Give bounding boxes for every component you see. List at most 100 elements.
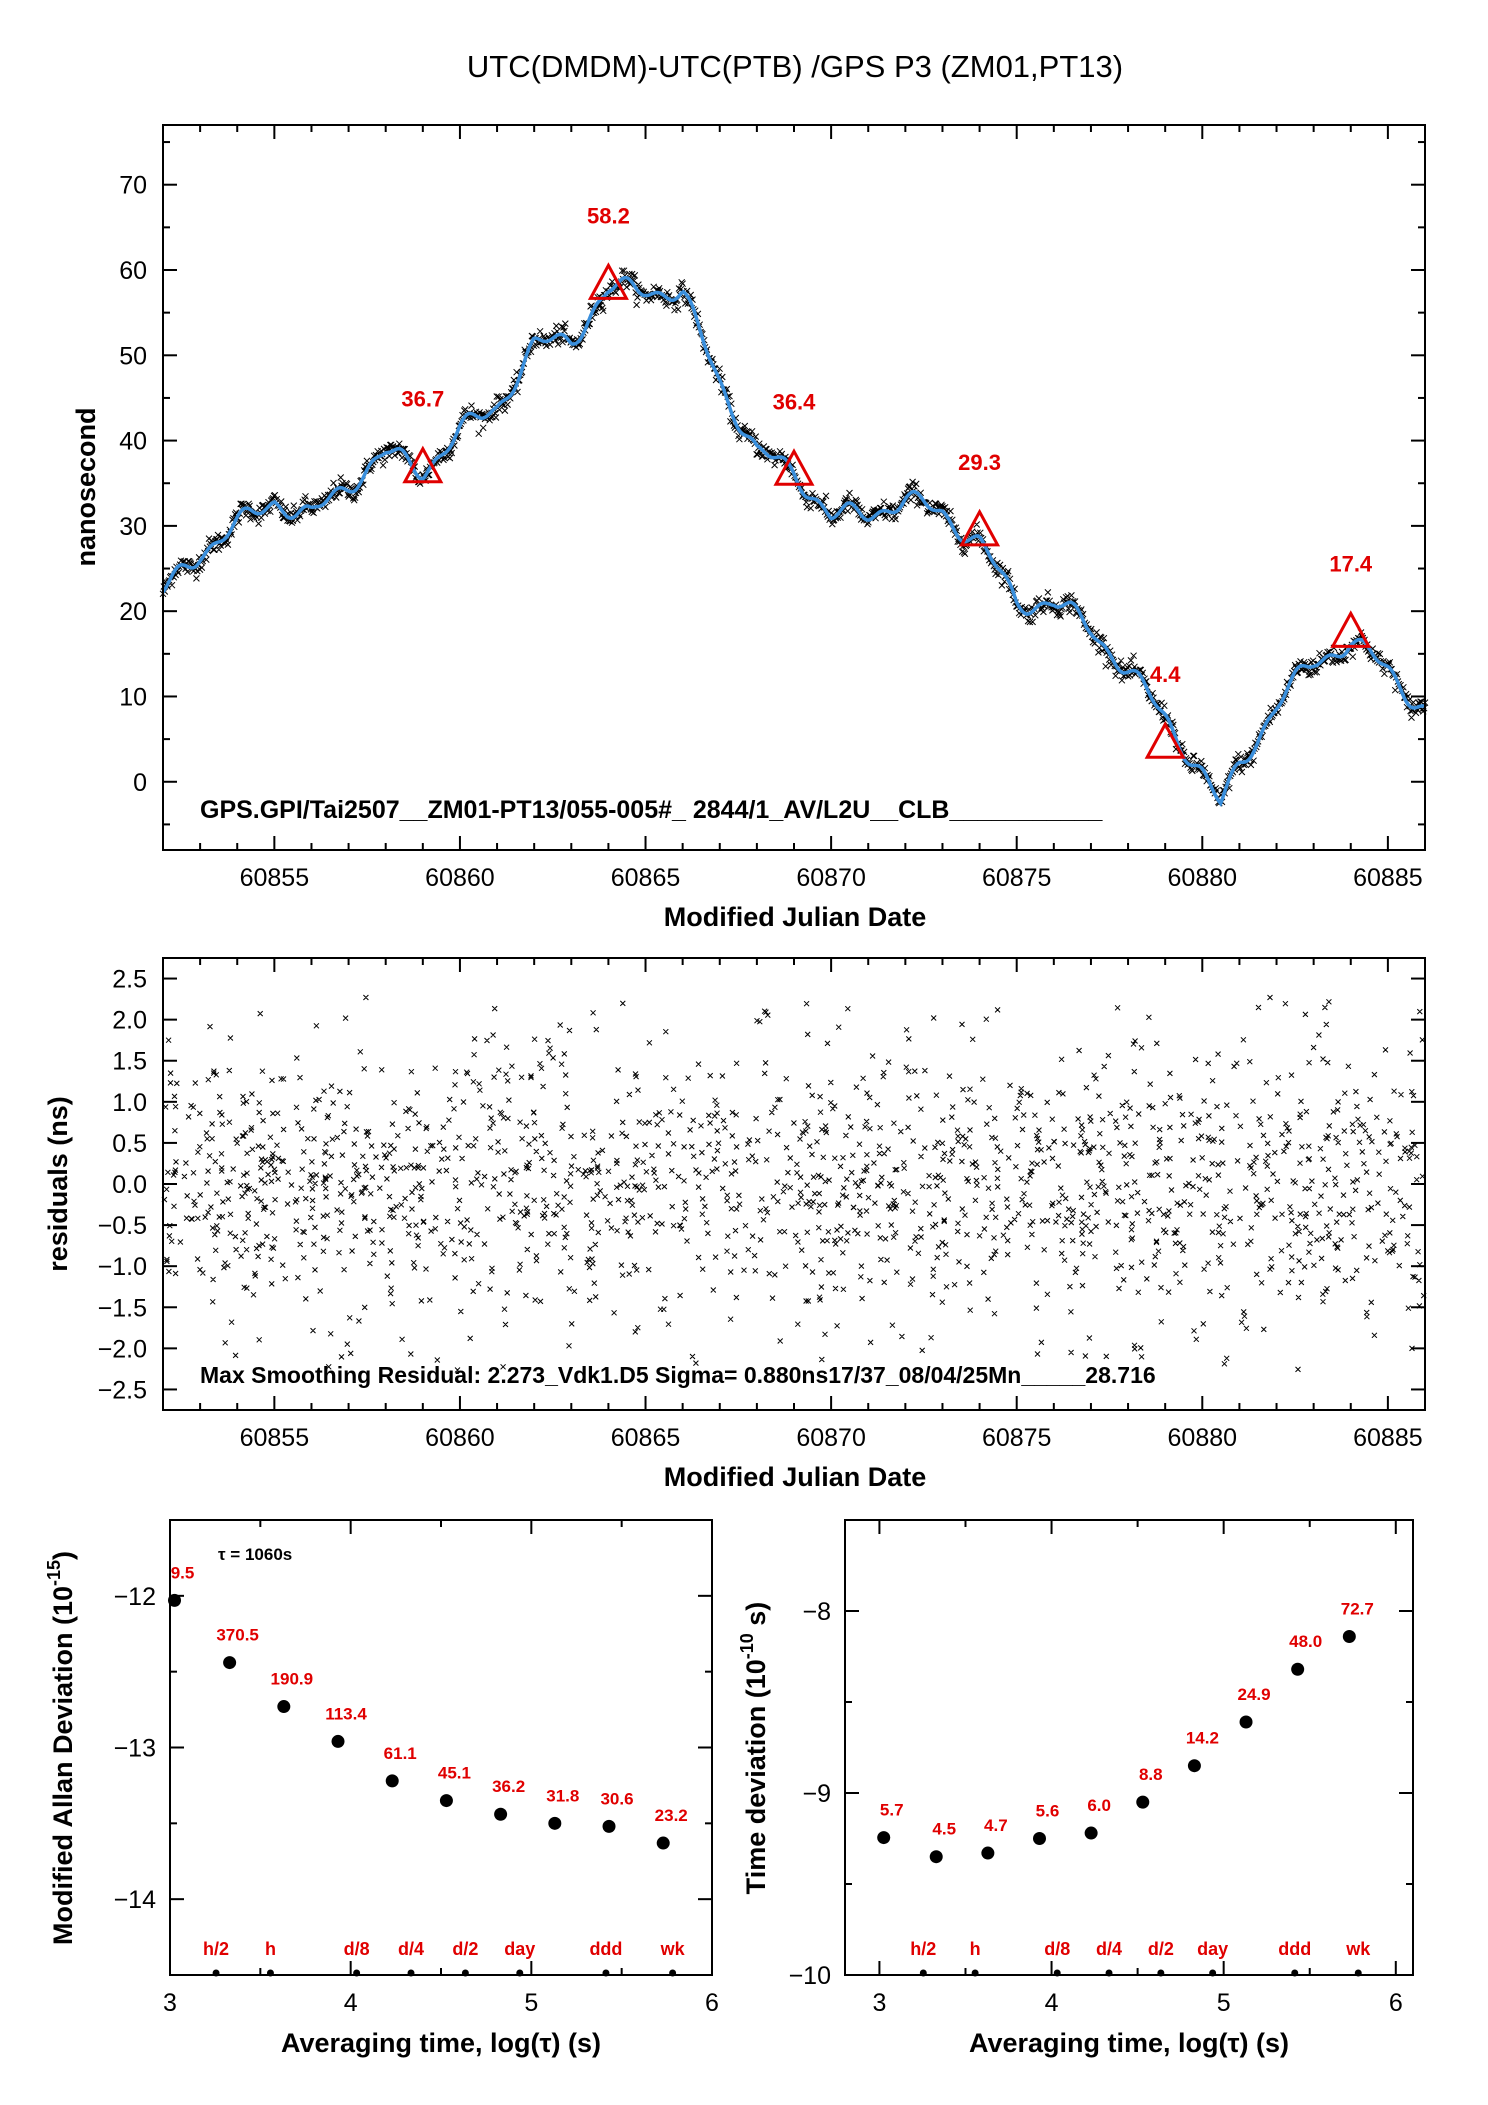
mdev-marker-dot	[461, 1969, 469, 1977]
mdev-x-tick-label: 6	[705, 1989, 719, 2017]
tdev-x-tick-label: 6	[1389, 1989, 1403, 2017]
mdev-marker-dot	[212, 1969, 220, 1977]
mdev-marker-dot	[407, 1969, 415, 1977]
mdev-marker-dot	[266, 1969, 274, 1977]
mdev-marker-label: day	[504, 1939, 535, 1959]
mdev-point	[168, 1593, 182, 1607]
mdev-x-tick-label: 4	[344, 1989, 358, 2017]
mdev-point-label: 23.2	[655, 1806, 688, 1825]
triangle-marker	[773, 448, 815, 486]
tdev-marker-label: h	[970, 1939, 981, 1959]
residuals-frame	[162, 957, 1426, 1411]
mdev-ylabel-exp: -15	[44, 1560, 64, 1586]
y-tick-label: 20	[119, 598, 147, 626]
mdev-marker-dot	[516, 1969, 524, 1977]
mdev-point-label: 61.1	[384, 1744, 417, 1763]
mdev-point	[602, 1819, 616, 1833]
chart-title: UTC(DMDM)-UTC(PTB) /GPS P3 (ZM01,PT13)	[467, 49, 1123, 84]
y-tick-label: 1.5	[112, 1048, 147, 1076]
mdev-marker-label: wk	[660, 1939, 686, 1959]
measurement-crosses	[159, 267, 1429, 807]
tdev-marker-label: wk	[1345, 1939, 1371, 1959]
mdev-point	[439, 1794, 453, 1808]
tdev-marker-dot	[1157, 1969, 1165, 1977]
x-tick-label: 60885	[1353, 864, 1423, 892]
tdev-marker-dot	[1105, 1969, 1113, 1977]
residuals-panel: 60855 60860 60865 60870 60875 60880 60885 −2.5 −…	[43, 957, 1427, 1492]
residuals-annotation: Max Smoothing Residual: 2.273_Vdk1.D5 Si…	[200, 1362, 1156, 1388]
mdev-ylabel-main: Modified Allan Deviation (10	[48, 1586, 78, 1945]
tdev-point-label: 48.0	[1289, 1632, 1322, 1651]
tdev-xlabel: Averaging time, log(τ) (s)	[969, 2028, 1289, 2058]
y-tick-label: 2.5	[112, 966, 147, 994]
mdev-point-label: 31.8	[546, 1786, 579, 1805]
y-tick-label: 0	[133, 769, 147, 797]
mdev-marker-label: h/2	[203, 1939, 229, 1959]
y-tick-label: 50	[119, 342, 147, 370]
y-tick-label: 0.5	[112, 1130, 147, 1158]
tdev-point-label: 4.5	[932, 1820, 956, 1839]
mdev-point-label: 45.1	[438, 1764, 471, 1783]
mdev-axes: 3 4 5 6 −14 −13 −12	[114, 1519, 719, 2017]
mdev-xlabel: Averaging time, log(τ) (s)	[281, 2028, 601, 2058]
mdev-marker-label: h	[265, 1939, 276, 1959]
tdev-panel: 3 4 5 6 −10 −9 −8 5.7 4.5 4.7 5.6 6.0 8.8 14.2 24.9 48…	[737, 1519, 1414, 2058]
x-tick-label: 60865	[611, 864, 681, 892]
mdev-point-label: 30.6	[600, 1789, 633, 1808]
mdev-ylabel-end: )	[48, 1551, 78, 1560]
mdev-marker-label: ddd	[589, 1939, 622, 1959]
mdev-marker-dot	[669, 1969, 677, 1977]
tdev-marker-dot	[1053, 1969, 1061, 1977]
x-tick-label: 60870	[796, 864, 866, 892]
mdev-point	[548, 1816, 562, 1830]
tdev-marker-label: d/8	[1044, 1939, 1070, 1959]
tdev-point	[1291, 1662, 1305, 1676]
tdev-point-label: 4.7	[984, 1816, 1008, 1835]
timeseries-plot-area: 36.7 58.2 36.4 29.3 4.4 17.4	[159, 203, 1429, 807]
y-tick-label: 1.0	[112, 1089, 147, 1117]
tdev-marker-dot	[1354, 1969, 1362, 1977]
y-tick-label: 0.0	[112, 1171, 147, 1199]
y-tick-label: 60	[119, 257, 147, 285]
mdev-point-label: 370.5	[216, 1626, 259, 1645]
tdev-point	[929, 1850, 943, 1864]
y-tick-label: −1.0	[98, 1253, 147, 1281]
mdev-marker-label: d/4	[398, 1939, 424, 1959]
x-tick-label: 60860	[425, 1424, 495, 1452]
tdev-plot-area: 5.7 4.5 4.7 5.6 6.0 8.8 14.2 24.9 48.0 72.7 h/2 h d/…	[877, 1599, 1374, 1977]
tdev-point-label: 6.0	[1087, 1796, 1111, 1815]
y-tick-label: −1.5	[98, 1294, 147, 1322]
residuals-xlabel: Modified Julian Date	[664, 1462, 927, 1492]
y-tick-label: −0.5	[98, 1212, 147, 1240]
mdev-marker-label: d/2	[452, 1939, 478, 1959]
tdev-marker-label: d/2	[1148, 1939, 1174, 1959]
mdev-point	[277, 1700, 291, 1714]
mdev-ylabel: Modified Allan Deviation (10-15)	[44, 1551, 78, 1945]
triangle-marker	[402, 445, 444, 484]
mdev-point	[223, 1656, 237, 1670]
y-tick-label: 2.0	[112, 1007, 147, 1035]
residuals-axes: 60855 60860 60865 60870 60875 60880 60885 −2.5 −…	[98, 958, 1426, 1452]
mdev-y-tick-label: −13	[114, 1735, 156, 1763]
tdev-frame	[844, 1519, 1414, 1976]
timeseries-panel: 36.758.236.429.34.417.4 60855 60860 60865 6…	[71, 124, 1429, 932]
residuals-ylabel: residuals (ns)	[43, 1096, 73, 1272]
tdev-marker-label: ddd	[1278, 1939, 1311, 1959]
mdev-point	[331, 1734, 345, 1748]
residuals-plot-area	[161, 994, 1427, 1373]
tdev-marker-dot	[919, 1969, 927, 1977]
tdev-point	[1032, 1832, 1046, 1845]
timeseries-annotation: GPS.GPI/Tai2507__ZM01-PT13/055-005#_ 284…	[200, 796, 1104, 824]
mdev-marker-dot	[353, 1969, 361, 1977]
mdev-point-label: 190.9	[271, 1670, 314, 1689]
tdev-marker-label: day	[1197, 1939, 1228, 1959]
mdev-marker-label: d/8	[344, 1939, 370, 1959]
triangle-label: 36.4	[773, 389, 817, 414]
tdev-point-label: 72.7	[1341, 1599, 1374, 1618]
mdev-point	[494, 1807, 508, 1821]
mdev-point-label: 113.4	[325, 1704, 367, 1723]
mdev-point-label: 9.5	[171, 1563, 195, 1582]
mdev-frame	[169, 1519, 713, 1976]
x-tick-label: 60880	[1168, 1424, 1238, 1452]
tdev-y-tick-label: −10	[789, 1962, 831, 1990]
